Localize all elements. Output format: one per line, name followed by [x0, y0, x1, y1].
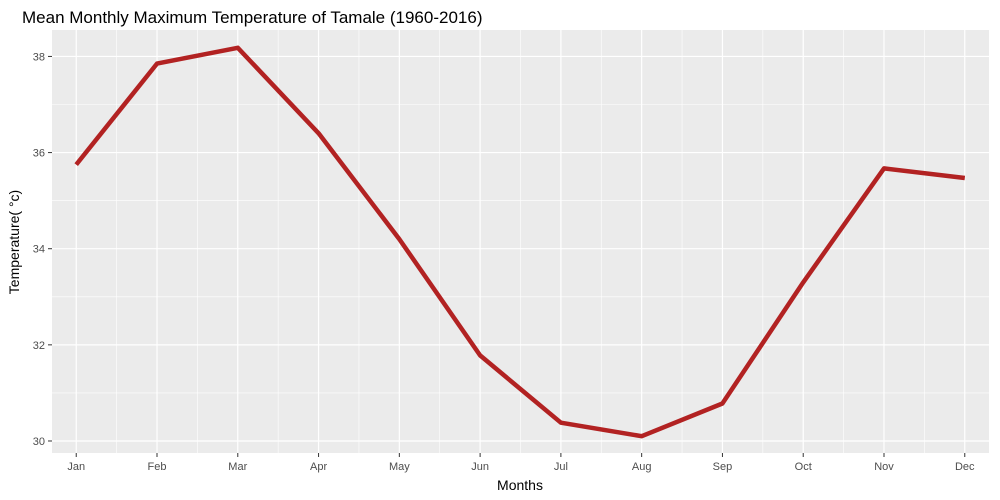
- y-axis-title: Temperature( °c): [6, 190, 22, 294]
- x-tick-label: Jan: [67, 461, 85, 473]
- x-tick-label: May: [389, 461, 410, 473]
- series-line: [74, 45, 966, 439]
- x-tick-label: Feb: [148, 461, 167, 473]
- x-tick-label: Sep: [713, 461, 733, 473]
- y-tick-label: 36: [33, 148, 45, 160]
- x-tick-label: Jul: [554, 461, 568, 473]
- axes: 30 32 34 36 38 Jan Feb Mar Apr May Jun Jul Aug Sep Oct…: [33, 51, 975, 473]
- chart-title: Mean Monthly Maximum Temperature of Tama…: [22, 8, 482, 27]
- y-tick-label: 30: [33, 436, 45, 448]
- x-tick-label: Dec: [955, 461, 975, 473]
- series-lines: [74, 45, 966, 439]
- y-tick-label: 32: [33, 340, 45, 352]
- grid-lines: [52, 30, 989, 453]
- x-tick-label: Apr: [310, 461, 327, 473]
- y-tick-label: 34: [33, 244, 45, 256]
- x-tick-label: Mar: [228, 461, 247, 473]
- x-tick-label: Aug: [632, 461, 652, 473]
- x-tick-label: Jun: [471, 461, 489, 473]
- x-tick-label: Oct: [795, 461, 812, 473]
- x-tick-label: Nov: [874, 461, 894, 473]
- x-axis-title: Months: [497, 477, 543, 493]
- y-tick-label: 38: [33, 51, 45, 63]
